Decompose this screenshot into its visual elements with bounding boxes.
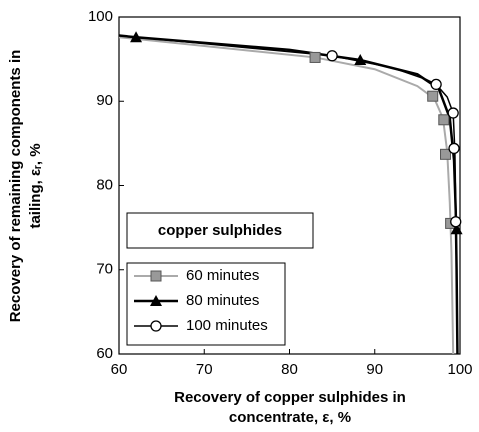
marker [427, 90, 439, 102]
y-tick-label: 90 [96, 92, 113, 109]
x-tick-label: 60 [111, 361, 128, 378]
marker [430, 78, 442, 91]
legend-label: 100 minutes [186, 317, 268, 334]
y-tick-label: 70 [96, 261, 113, 278]
x-tick-label: 80 [281, 361, 298, 378]
x-tick-label: 70 [196, 361, 213, 378]
x-tick-label: 100 [447, 361, 472, 378]
y-tick-label: 80 [96, 176, 113, 193]
y-axis-title: Recovery of remaining components in [7, 50, 24, 323]
x-axis-title: Recovery of copper sulphides in [174, 389, 406, 406]
x-tick-label: 90 [366, 361, 383, 378]
legend-label: 80 minutes [186, 292, 259, 309]
y-tick-label: 60 [96, 345, 113, 362]
annotation-box [126, 212, 314, 249]
marker [448, 142, 460, 155]
marker [354, 53, 367, 65]
marker [309, 51, 321, 63]
legend-marker [150, 320, 162, 332]
marker [450, 216, 462, 228]
y-tick-label: 100 [88, 8, 113, 25]
legend-marker [150, 295, 162, 306]
y-axis-title: tailing, εᵣ, % [27, 143, 44, 228]
marker [450, 223, 463, 235]
marker [447, 107, 459, 119]
x-axis-title: concentrate, ε, % [229, 409, 351, 426]
legend-marker [150, 270, 162, 282]
legend-label: 60 minutes [186, 267, 259, 284]
annotation: copper sulphides [158, 222, 282, 239]
marker [438, 114, 450, 126]
marker [130, 31, 143, 43]
marker [440, 148, 452, 160]
marker [326, 50, 338, 62]
